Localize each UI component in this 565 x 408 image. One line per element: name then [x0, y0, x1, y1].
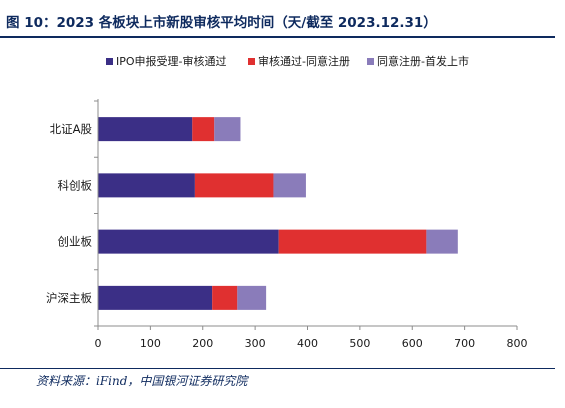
x-tick-label: 100: [140, 337, 161, 350]
bar-4-series-2: [212, 285, 238, 310]
chart-bars: [98, 117, 458, 310]
footer-rule: [0, 368, 555, 369]
legend-swatch-1: [106, 58, 113, 65]
bar-4-series-1: [98, 285, 213, 310]
bar-1-series-2: [192, 117, 215, 142]
bar-3-series-2: [278, 229, 427, 254]
x-tick-label: 600: [402, 337, 423, 350]
y-tick-label: 北证A股: [50, 122, 93, 136]
x-tick-label: 800: [507, 337, 528, 350]
bar-4-series-3: [237, 285, 267, 310]
bar-1-series-1: [98, 117, 193, 142]
x-tick-label: 200: [192, 337, 213, 350]
x-tick-label: 400: [297, 337, 318, 350]
legend-label-2: 审核通过-同意注册: [258, 54, 350, 68]
stacked-bar-chart: IPO申报受理-审核通过 审核通过-同意注册 同意注册-首发上市 北证A股科创板创业…: [46, 54, 528, 350]
bar-1-series-3: [214, 117, 241, 142]
bar-3-series-3: [426, 229, 458, 254]
legend-label-3: 同意注册-首发上市: [377, 54, 469, 68]
y-tick-label: 沪深主板: [46, 291, 92, 305]
legend-swatch-2: [248, 58, 255, 65]
y-tick-label: 科创板: [58, 178, 93, 192]
x-tick-label: 700: [454, 337, 475, 350]
legend-label-1: IPO申报受理-审核通过: [116, 54, 227, 68]
bar-2-series-1: [98, 173, 195, 198]
x-tick-label: 300: [245, 337, 266, 350]
x-tick-label: 0: [95, 337, 102, 350]
chart-legend: IPO申报受理-审核通过 审核通过-同意注册 同意注册-首发上市: [106, 54, 469, 68]
x-tick-label: 500: [349, 337, 370, 350]
legend-swatch-3: [367, 58, 374, 65]
title-bar: 图 10：2023 各板块上市新股审核平均时间（天/截至 2023.12.31）: [0, 0, 565, 38]
bar-2-series-2: [194, 173, 274, 198]
bar-3-series-1: [98, 229, 279, 254]
source-note: 资料来源：iFind，中国银河证券研究院: [36, 374, 248, 388]
bar-2-series-3: [273, 173, 306, 198]
figure-title: 图 10：2023 各板块上市新股审核平均时间（天/截至 2023.12.31）: [6, 15, 437, 31]
title-rule: [0, 36, 555, 38]
y-tick-label: 创业板: [58, 235, 93, 249]
